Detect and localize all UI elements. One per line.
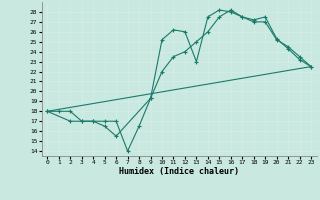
X-axis label: Humidex (Indice chaleur): Humidex (Indice chaleur) — [119, 167, 239, 176]
